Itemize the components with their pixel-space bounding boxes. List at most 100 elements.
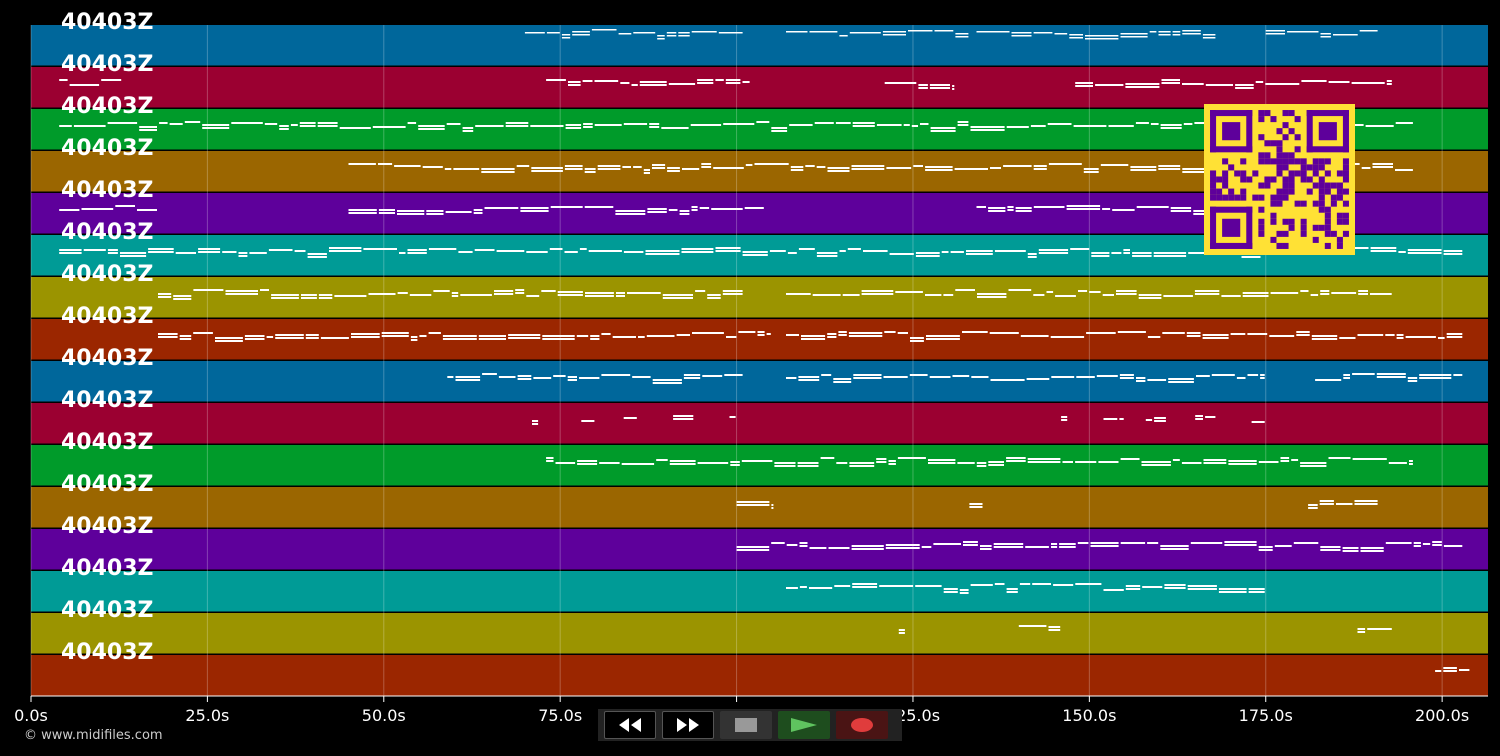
play-button[interactable] bbox=[778, 711, 830, 739]
note bbox=[861, 290, 894, 292]
note bbox=[1108, 125, 1134, 127]
fast-forward-button[interactable] bbox=[662, 711, 714, 739]
note bbox=[827, 333, 837, 335]
note bbox=[908, 30, 933, 32]
note bbox=[478, 335, 506, 337]
note bbox=[1138, 294, 1162, 296]
note bbox=[838, 334, 847, 336]
note bbox=[1367, 628, 1392, 630]
note bbox=[553, 375, 566, 377]
note bbox=[835, 122, 851, 124]
note bbox=[976, 462, 987, 464]
note bbox=[139, 129, 157, 131]
note bbox=[977, 293, 1007, 295]
stop-button[interactable] bbox=[720, 711, 772, 739]
note bbox=[1075, 85, 1093, 87]
note bbox=[137, 209, 157, 211]
note bbox=[702, 375, 723, 377]
note bbox=[691, 209, 698, 211]
note bbox=[1310, 294, 1319, 296]
note bbox=[645, 253, 680, 255]
qr-finder bbox=[1222, 218, 1241, 237]
qr-module bbox=[1252, 194, 1259, 201]
note bbox=[407, 252, 427, 254]
note bbox=[649, 123, 660, 125]
note bbox=[428, 248, 457, 250]
track-band bbox=[31, 25, 1488, 66]
track-band bbox=[31, 319, 1488, 360]
note bbox=[567, 376, 577, 378]
note bbox=[1194, 122, 1205, 124]
track-label: 40403Z bbox=[61, 514, 154, 539]
note bbox=[915, 585, 942, 587]
note bbox=[1395, 122, 1413, 124]
note bbox=[158, 296, 172, 298]
note bbox=[1224, 541, 1257, 543]
note bbox=[952, 88, 955, 90]
note bbox=[169, 123, 183, 125]
note bbox=[1120, 458, 1140, 460]
qr-module bbox=[1276, 152, 1283, 159]
note bbox=[990, 379, 1025, 381]
record-button[interactable] bbox=[836, 711, 888, 739]
qr-module bbox=[1294, 146, 1301, 153]
note bbox=[1168, 381, 1194, 383]
note bbox=[1370, 250, 1397, 252]
note bbox=[378, 209, 395, 211]
rewind-button[interactable] bbox=[604, 711, 656, 739]
note bbox=[268, 249, 293, 251]
note bbox=[299, 125, 316, 127]
note bbox=[692, 332, 724, 334]
note bbox=[853, 374, 882, 376]
note bbox=[1007, 209, 1014, 211]
note bbox=[950, 251, 964, 253]
note bbox=[585, 295, 614, 297]
note bbox=[1066, 205, 1101, 207]
qr-module bbox=[1210, 176, 1217, 183]
note bbox=[1006, 460, 1026, 462]
note bbox=[756, 121, 770, 123]
note bbox=[1320, 546, 1341, 548]
note bbox=[730, 464, 740, 466]
track-label: 40403Z bbox=[61, 94, 154, 119]
note bbox=[1026, 378, 1050, 380]
note bbox=[1248, 588, 1265, 590]
note bbox=[1407, 252, 1442, 254]
note bbox=[475, 125, 504, 127]
note bbox=[885, 547, 920, 549]
note bbox=[632, 376, 651, 378]
note bbox=[1280, 457, 1290, 459]
note bbox=[645, 250, 680, 252]
note bbox=[581, 420, 595, 422]
note bbox=[260, 289, 269, 291]
note bbox=[524, 32, 545, 34]
note bbox=[955, 33, 969, 35]
note bbox=[1308, 507, 1318, 509]
note bbox=[1203, 462, 1227, 464]
note bbox=[1280, 460, 1290, 462]
qr-module bbox=[1276, 194, 1283, 201]
note bbox=[918, 87, 928, 89]
note bbox=[952, 375, 970, 377]
qr-module bbox=[1216, 176, 1223, 183]
qr-module bbox=[1324, 212, 1331, 219]
note bbox=[766, 333, 771, 335]
note bbox=[959, 592, 969, 594]
note bbox=[620, 82, 630, 84]
note bbox=[771, 504, 774, 506]
note bbox=[928, 462, 956, 464]
note bbox=[1048, 629, 1061, 631]
note bbox=[966, 253, 993, 255]
note bbox=[1077, 542, 1089, 544]
note bbox=[1038, 249, 1069, 251]
qr-module bbox=[1252, 170, 1259, 177]
note bbox=[1300, 465, 1327, 467]
note bbox=[591, 29, 617, 31]
note bbox=[442, 335, 477, 337]
note bbox=[1030, 125, 1046, 127]
note bbox=[1141, 464, 1171, 466]
note bbox=[879, 585, 914, 587]
note bbox=[1203, 459, 1227, 461]
note bbox=[1328, 457, 1351, 459]
note bbox=[546, 79, 566, 81]
